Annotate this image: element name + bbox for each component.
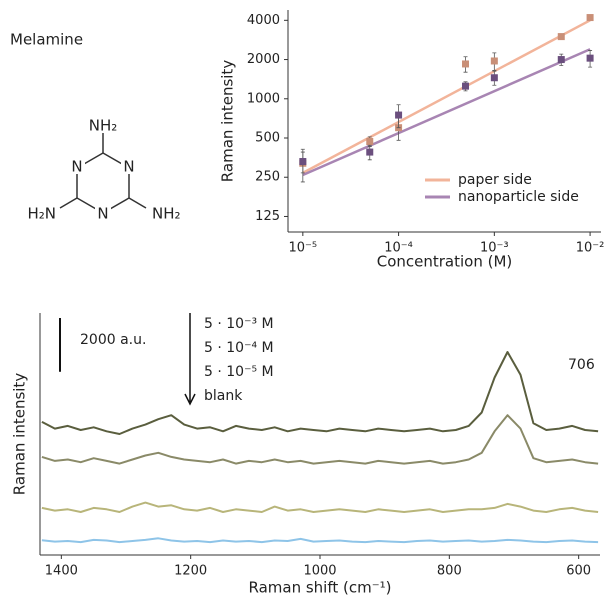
legend-arrow: [184, 313, 196, 406]
x-axis-label: Raman shift (cm⁻¹): [248, 579, 391, 597]
atom-label: N: [123, 158, 134, 176]
point: [366, 148, 374, 156]
spectrum: [41, 501, 599, 513]
y-tick-label: 125: [255, 209, 280, 224]
legend-label: paper side: [458, 172, 532, 188]
point: [490, 74, 498, 82]
legend-label: nanoparticle side: [458, 189, 579, 205]
legend-label: 5 · 10⁻³ M: [204, 316, 274, 332]
x-tick-label: 10⁻⁵: [289, 241, 318, 256]
legend-label: 5 · 10⁻⁴ M: [204, 340, 274, 356]
label-bg: [69, 158, 85, 174]
point: [366, 138, 374, 146]
x-tick-label: 600: [566, 564, 591, 579]
fit-line: [302, 48, 591, 177]
y-axis-label: Raman intensity: [11, 373, 29, 496]
atom-label: NH₂: [152, 205, 181, 223]
legend-label: blank: [204, 388, 243, 404]
atom-label: N: [97, 205, 108, 223]
label-bg: [95, 205, 111, 221]
point: [490, 57, 498, 65]
label-bg: [121, 158, 137, 174]
legend-label: 5 · 10⁻⁵ M: [204, 364, 274, 380]
x-tick-label: 10⁻²: [576, 241, 605, 256]
point: [586, 54, 594, 62]
point: [299, 158, 307, 166]
spectrum: [41, 537, 599, 544]
y-tick-label: 250: [255, 170, 280, 185]
spectrum: [41, 351, 599, 435]
x-tick-label: 800: [437, 564, 462, 579]
y-tick-label: 500: [255, 131, 280, 146]
scale-bar-label: 2000 a.u.: [80, 332, 146, 348]
atom-label: H₂N: [27, 205, 56, 223]
point: [557, 56, 565, 64]
x-tick-label: 10⁻⁴: [384, 241, 413, 256]
y-tick-label: 1000: [247, 91, 280, 106]
y-axis-label: Raman intensity: [219, 60, 237, 183]
atom-label: NH₂: [89, 117, 118, 135]
atom-label: N: [71, 158, 82, 176]
x-axis-label: Concentration (M): [377, 253, 513, 271]
point: [395, 111, 403, 119]
annotation: 706: [568, 357, 595, 373]
molecule-title: Melamine: [10, 31, 83, 49]
y-tick-label: 4000: [247, 13, 280, 28]
bond: [59, 197, 78, 209]
point: [462, 60, 470, 68]
point: [586, 14, 594, 22]
x-tick-label: 10⁻³: [480, 241, 509, 256]
x-tick-label: 1000: [303, 564, 336, 579]
x-tick-label: 1400: [45, 564, 78, 579]
point: [557, 33, 565, 41]
spectrum: [41, 414, 599, 465]
point: [462, 82, 470, 90]
x-tick-label: 1200: [174, 564, 207, 579]
bond: [128, 197, 147, 209]
fit-line: [302, 19, 591, 174]
y-tick-label: 2000: [247, 52, 280, 67]
